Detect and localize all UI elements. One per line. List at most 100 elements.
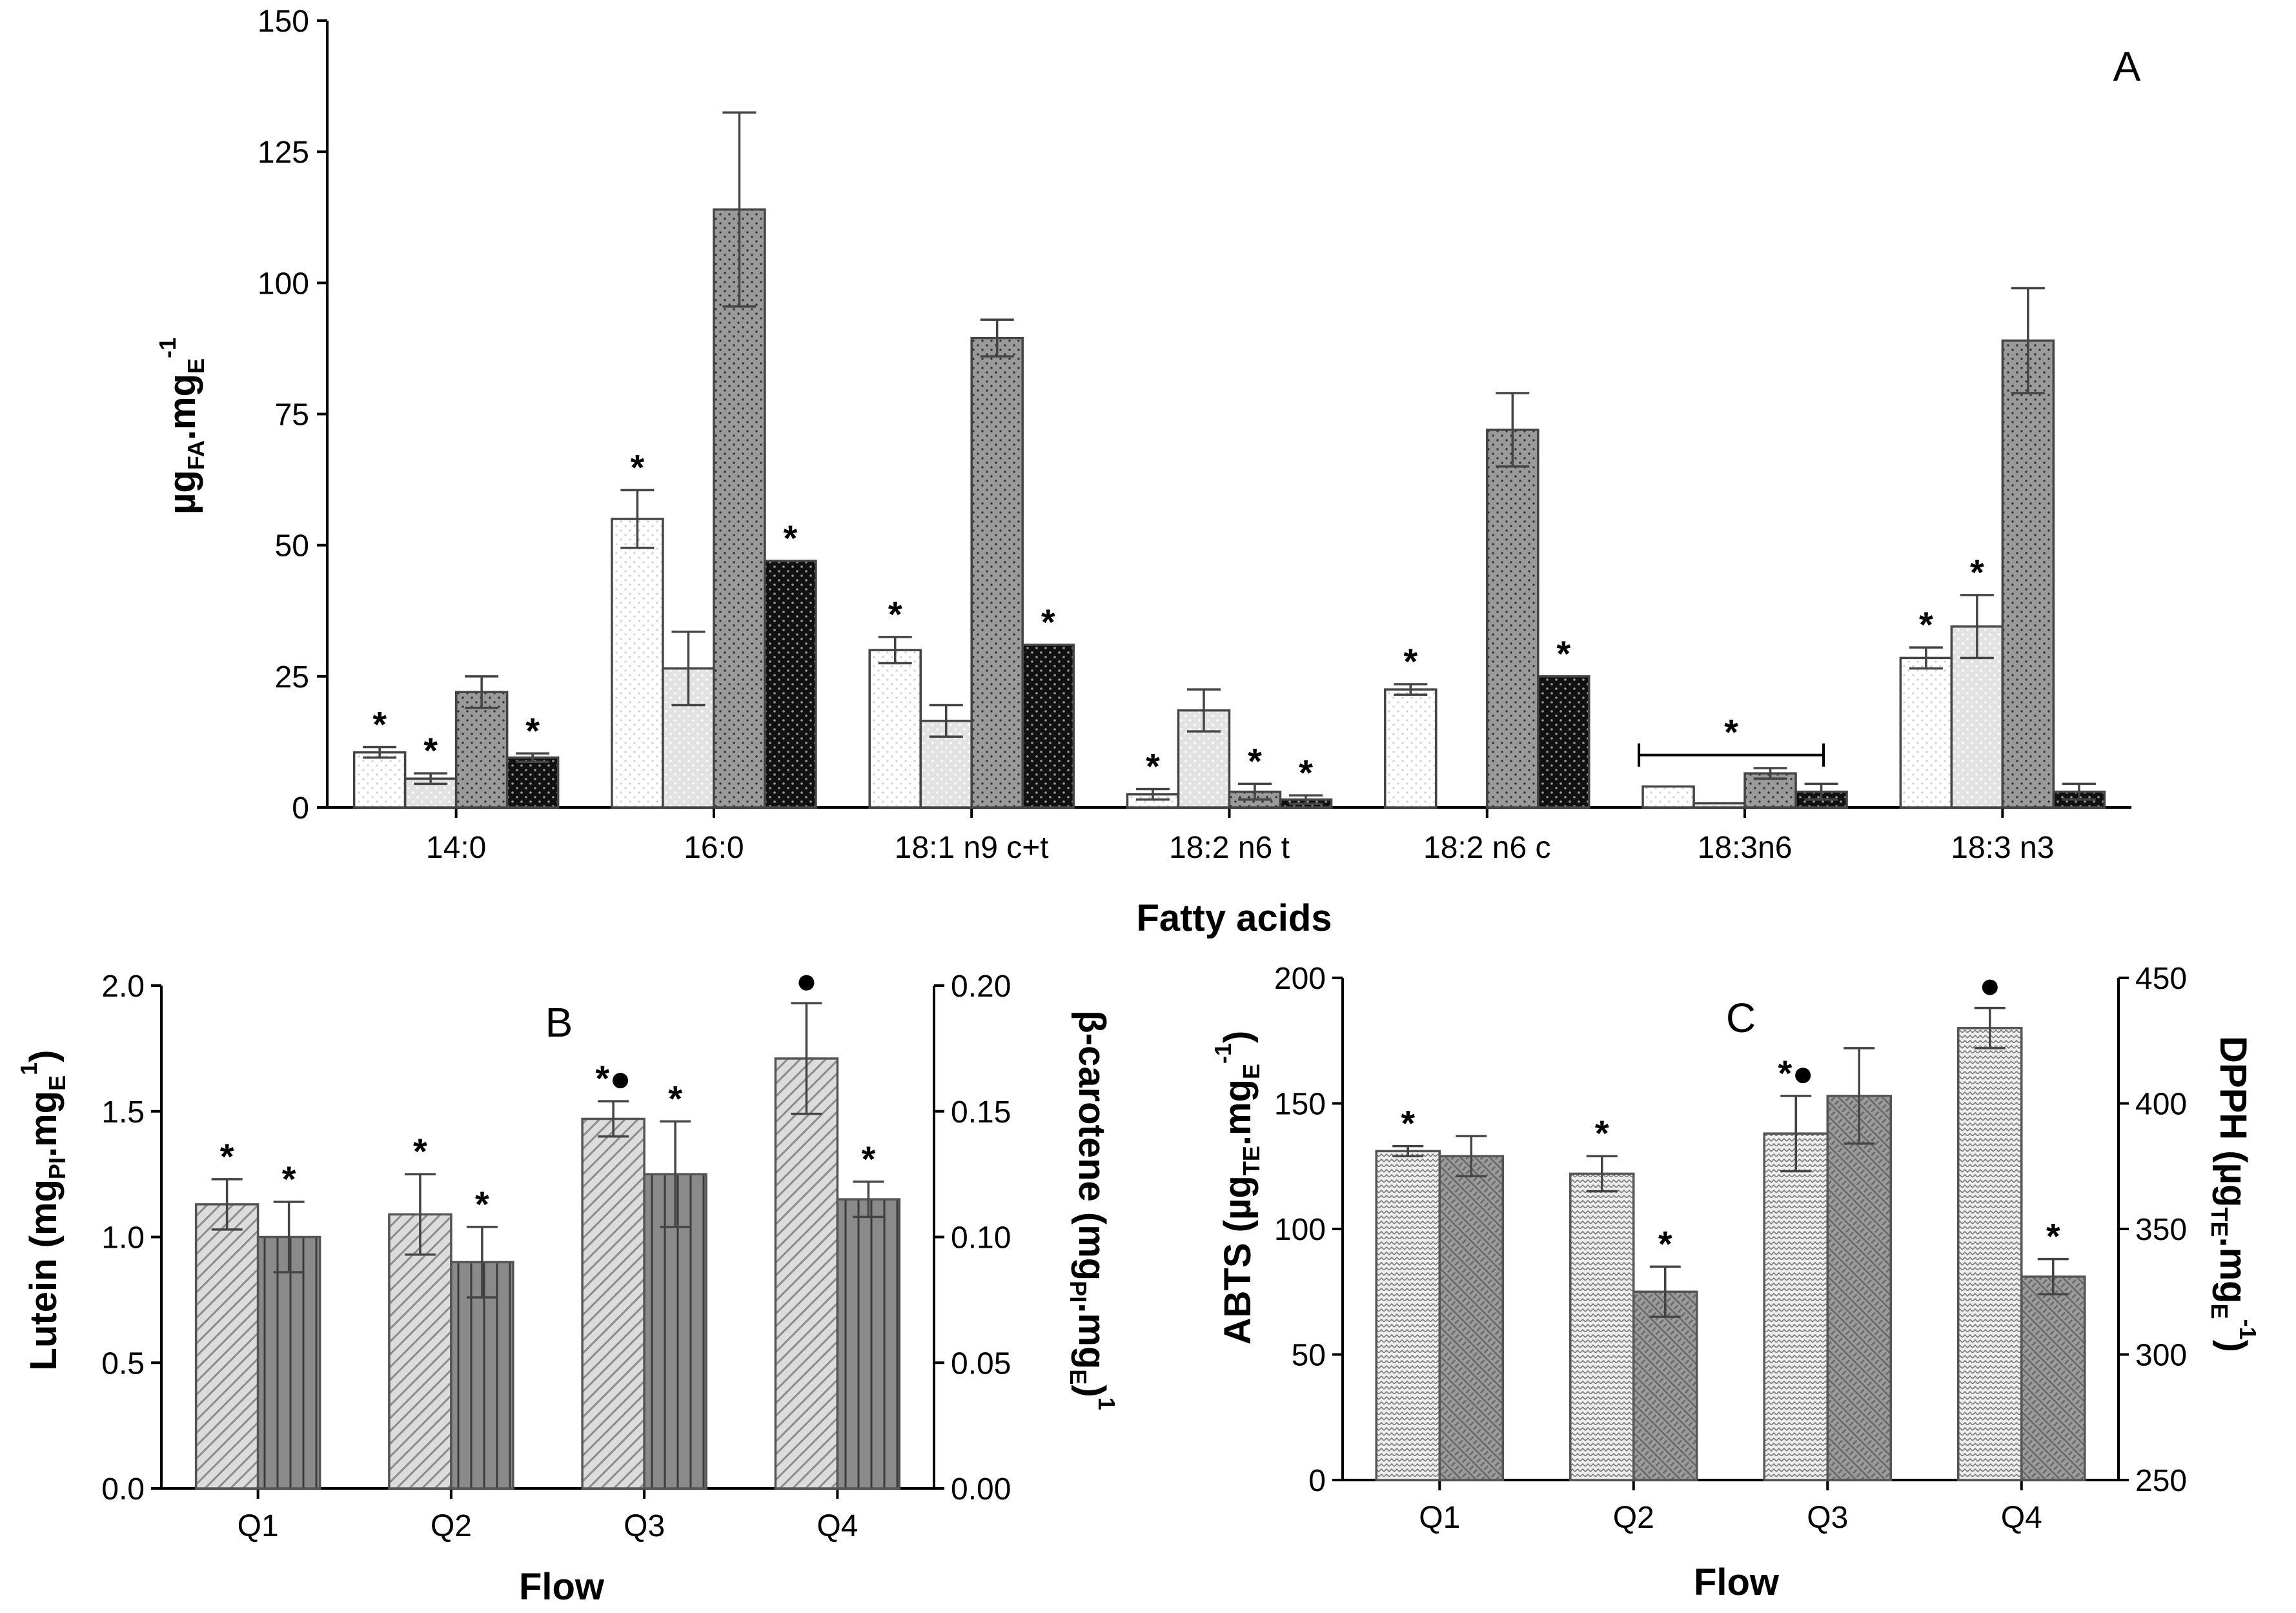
bar bbox=[1375, 1150, 1441, 1481]
x-tick-label: 14:0 bbox=[426, 831, 486, 865]
bar bbox=[1537, 675, 1590, 809]
bar bbox=[919, 720, 973, 809]
panel-c-x-title: Flow bbox=[1694, 1561, 1780, 1603]
bar bbox=[970, 336, 1024, 809]
bracket-star: * bbox=[1724, 712, 1738, 753]
significance-mark: ● bbox=[795, 960, 817, 1000]
y-left-tick-label: 0.0 bbox=[101, 1472, 145, 1506]
panel-a-letter: A bbox=[2113, 43, 2141, 90]
significance-mark: * bbox=[1658, 1223, 1672, 1264]
bar bbox=[388, 1213, 452, 1490]
y-tick-label: 125 bbox=[258, 136, 309, 170]
y-tick-label: 150 bbox=[258, 5, 309, 39]
panel-a-y-title: µgFA.mgE-1 bbox=[154, 338, 209, 514]
bar bbox=[505, 756, 560, 809]
significance-star: * bbox=[631, 447, 645, 487]
panel-b: 0.0 0.5 1.0 1.5 2.0 0.00 0.05 0.10 0.15 0.20 Q1 * * Q… bbox=[101, 960, 1011, 1543]
significance-mark: *● bbox=[595, 1058, 631, 1099]
y-right-tick-label: 0.20 bbox=[951, 969, 1011, 1004]
bar bbox=[454, 691, 509, 809]
panel-b-letter: B bbox=[545, 999, 573, 1046]
panel-a: 0 25 50 75 100 125 150 14:0 * * * 16:0 * * 18:1 n9 c+t… bbox=[258, 5, 2131, 865]
panel-c-y-right-title: DPPH (µgTE.mgE-1) bbox=[2206, 1036, 2261, 1352]
bar bbox=[764, 560, 817, 809]
y-title-sup: -1 bbox=[154, 338, 181, 358]
y-left-tick-label: 100 bbox=[1274, 1213, 1326, 1247]
bar bbox=[1899, 656, 1953, 809]
significance-star: * bbox=[1556, 633, 1570, 674]
significance-star: * bbox=[525, 710, 540, 751]
y-right-tick-label: 0.15 bbox=[951, 1095, 1011, 1130]
y-tick-label: 50 bbox=[275, 529, 309, 563]
significance-star: * bbox=[372, 704, 387, 745]
significance-star: * bbox=[1248, 740, 1262, 781]
bar bbox=[194, 1203, 259, 1490]
bar bbox=[1641, 785, 1695, 809]
x-tick-label: Q3 bbox=[1807, 1501, 1848, 1535]
significance-star: * bbox=[1146, 746, 1160, 787]
y-right-tick-label: 400 bbox=[2135, 1088, 2187, 1122]
x-tick-label: Q2 bbox=[431, 1509, 472, 1543]
bar bbox=[2001, 339, 2055, 809]
significance-mark: ● bbox=[1979, 965, 2001, 1006]
x-tick-label: 18:2 n6 c bbox=[1423, 831, 1550, 865]
panel-c-y-left-title: ABTS (µgTE.mgE-1) bbox=[1210, 1031, 1265, 1345]
significance-mark: * bbox=[1401, 1103, 1415, 1144]
bar bbox=[1486, 429, 1539, 809]
y-left-tick-label: 1.0 bbox=[101, 1221, 145, 1255]
x-tick-label: Q4 bbox=[2001, 1501, 2042, 1535]
x-tick-label: 18:3 n3 bbox=[1951, 831, 2054, 865]
bar bbox=[868, 649, 922, 809]
significance-mark: * bbox=[475, 1184, 489, 1224]
significance-star: * bbox=[888, 594, 902, 634]
significance-star: * bbox=[1041, 602, 1055, 642]
bar bbox=[1438, 1155, 1504, 1481]
x-tick-label: 18:1 n9 c+t bbox=[895, 831, 1049, 865]
bar bbox=[1692, 802, 1746, 809]
bar bbox=[713, 208, 766, 809]
x-tick-label: Q1 bbox=[238, 1509, 279, 1543]
panel-c: 050100150200250300350400450Q1*Q2**Q3*●Q4… bbox=[1274, 962, 2187, 1535]
x-tick-label: Q3 bbox=[624, 1509, 665, 1543]
significance-star: * bbox=[1970, 552, 1984, 593]
y-right-tick-label: 300 bbox=[2135, 1339, 2187, 1373]
y-left-tick-label: 1.5 bbox=[101, 1095, 145, 1130]
significance-mark: * bbox=[1595, 1113, 1609, 1153]
y-right-tick-label: 450 bbox=[2135, 962, 2187, 996]
x-tick-label: 18:3n6 bbox=[1698, 831, 1793, 865]
y-left-tick-label: 0 bbox=[1308, 1464, 1326, 1498]
y-left-tick-label: 50 bbox=[1292, 1339, 1326, 1373]
bar bbox=[1632, 1290, 1698, 1481]
significance-star: * bbox=[1919, 604, 1933, 645]
panel-b-y-right-title: β-carotene (mgPI.mgE)1 bbox=[1065, 1010, 1120, 1410]
x-tick-label: 18:2 n6 t bbox=[1169, 831, 1290, 865]
y-title-sub1: FA bbox=[183, 440, 209, 470]
bar bbox=[611, 518, 664, 809]
bar bbox=[352, 751, 407, 809]
x-tick-label: Q1 bbox=[1419, 1501, 1460, 1535]
x-tick-label: Q2 bbox=[1613, 1501, 1654, 1535]
bar bbox=[1826, 1095, 1892, 1481]
significance-star: * bbox=[1403, 641, 1417, 682]
y-right-tick-label: 0.05 bbox=[951, 1346, 1011, 1381]
y-tick-label: 100 bbox=[258, 267, 309, 301]
bar bbox=[1957, 1027, 2023, 1481]
significance-mark: *● bbox=[1778, 1053, 1814, 1093]
panel-b-y-left-title: Lutein (mgPI.mgE1) bbox=[15, 1050, 70, 1371]
bar bbox=[774, 1057, 839, 1490]
bar bbox=[1763, 1132, 1829, 1481]
significance-star: * bbox=[784, 518, 798, 558]
y-left-tick-label: 200 bbox=[1274, 962, 1326, 996]
bar bbox=[1569, 1172, 1635, 1481]
y-tick-label: 25 bbox=[275, 660, 309, 695]
panel-a-x-title: Fatty acids bbox=[1137, 897, 1332, 939]
y-title-sub2: E bbox=[183, 358, 209, 374]
y-right-tick-label: 350 bbox=[2135, 1213, 2187, 1247]
bar bbox=[836, 1198, 901, 1490]
bar bbox=[1384, 688, 1438, 809]
y-tick-label: 0 bbox=[292, 791, 309, 826]
y-left-tick-label: 150 bbox=[1274, 1088, 1326, 1122]
significance-star: * bbox=[1299, 752, 1313, 793]
panel-b-x-title: Flow bbox=[519, 1566, 605, 1608]
